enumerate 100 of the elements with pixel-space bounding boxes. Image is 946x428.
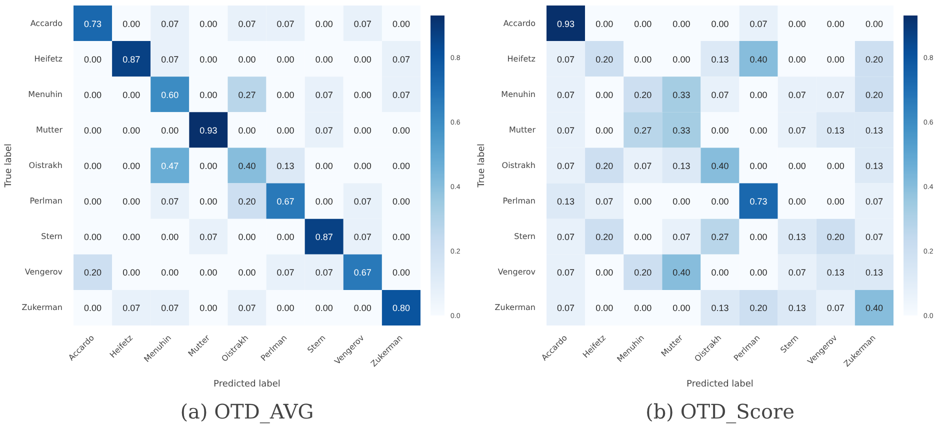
data-label: 0.07 [392, 54, 410, 64]
data-label: 0.20 [634, 90, 652, 100]
data-label: 0.07 [826, 90, 844, 100]
data-label: 0.07 [557, 161, 575, 171]
data-label: 0.00 [315, 54, 333, 64]
data-label: 0.00 [711, 268, 729, 278]
data-label: 0.00 [84, 303, 102, 314]
data-label: 0.00 [634, 196, 652, 207]
data-label: 0.00 [276, 232, 294, 242]
data-label: 0.07 [161, 303, 179, 314]
data-label: 0.00 [750, 232, 768, 242]
data-label: 0.00 [865, 18, 883, 29]
data-label: 0.00 [122, 268, 140, 278]
y-tick-label: Perlman [502, 196, 536, 206]
y-tick-label: Accardo [30, 18, 63, 28]
data-label: 0.20 [634, 268, 652, 278]
data-label: 0.20 [826, 232, 844, 242]
data-label: 0.27 [634, 125, 652, 136]
data-label: 0.07 [161, 18, 179, 29]
data-label: 0.07 [276, 18, 294, 29]
data-label: 0.00 [711, 196, 729, 207]
y-tick-label: Mutter [36, 125, 64, 134]
y-tick-label: Zukerman [494, 303, 536, 312]
data-label: 0.20 [596, 54, 614, 64]
data-label: 0.13 [788, 303, 806, 314]
data-label: 0.00 [84, 125, 102, 136]
data-label: 0.93 [557, 18, 575, 29]
data-label: 0.00 [634, 18, 652, 29]
data-label: 0.00 [672, 196, 690, 207]
data-label: 0.13 [788, 232, 806, 242]
data-label: 0.07 [596, 196, 614, 207]
data-label: 0.07 [634, 161, 652, 171]
data-label: 0.13 [865, 125, 883, 136]
data-label: 0.00 [122, 161, 140, 171]
y-tick-label: Perlman [30, 196, 63, 206]
text: (b) OTD_Score [646, 400, 794, 424]
data-label: 0.00 [238, 232, 256, 242]
data-label: 0.00 [315, 196, 333, 207]
data-label: 0.07 [392, 90, 410, 100]
data-label: 0.33 [672, 90, 690, 100]
data-label: 0.07 [354, 232, 372, 242]
data-label: 0.40 [865, 303, 883, 314]
data-label: 0.00 [84, 90, 102, 100]
y-tick-label: Oistrakh [28, 161, 62, 170]
data-label: 0.00 [161, 268, 179, 278]
data-label: 0.47 [161, 161, 179, 171]
data-label: 0.20 [750, 303, 768, 314]
data-label: 0.00 [596, 125, 614, 136]
data-label: 0.00 [826, 18, 844, 29]
data-label: 0.13 [672, 161, 690, 171]
data-label: 0.00 [596, 18, 614, 29]
data-label: 0.00 [84, 161, 102, 171]
data-label: 0.07 [315, 125, 333, 136]
data-label: 0.00 [276, 125, 294, 136]
data-label: 0.00 [392, 161, 410, 171]
data-label: 0.07 [315, 268, 333, 278]
data-label: 0.00 [354, 90, 372, 100]
data-label: 0.00 [200, 268, 218, 278]
data-label: 0.07 [865, 196, 883, 207]
data-label: 0.07 [672, 232, 690, 242]
data-label: 0.40 [711, 161, 729, 171]
data-label: 0.07 [161, 54, 179, 64]
data-label: 0.27 [711, 232, 729, 242]
y-tick-label: Stern [514, 232, 536, 242]
data-label: 0.13 [826, 125, 844, 136]
y-tick-label: Accardo [503, 18, 536, 28]
data-label: 0.20 [865, 54, 883, 64]
data-label: 0.20 [596, 161, 614, 171]
data-label: 0.00 [711, 18, 729, 29]
data-label: 0.07 [557, 125, 575, 136]
data-label: 0.00 [596, 303, 614, 314]
data-label: 0.07 [788, 268, 806, 278]
data-label: 0.00 [200, 54, 218, 64]
y-tick-label: Vengerov [498, 268, 536, 277]
data-label: 0.13 [276, 161, 294, 171]
data-label: 0.00 [750, 161, 768, 171]
data-label: 0.00 [276, 54, 294, 64]
data-label: 0.73 [84, 18, 102, 29]
data-label: 0.00 [122, 18, 140, 29]
data-label: 0.00 [826, 161, 844, 171]
data-label: 0.73 [750, 196, 768, 207]
data-label: 0.00 [392, 196, 410, 207]
data-label: 0.07 [238, 303, 256, 314]
data-label: 0.20 [238, 196, 256, 207]
data-label: 0.20 [84, 268, 102, 278]
data-label: 0.40 [238, 161, 256, 171]
data-label: 0.00 [634, 54, 652, 64]
data-label: 0.00 [392, 18, 410, 29]
data-label: 0.00 [122, 90, 140, 100]
data-label: 0.67 [354, 268, 372, 278]
data-label: 0.00 [315, 161, 333, 171]
data-label: 0.00 [122, 196, 140, 207]
data-label: 0.00 [354, 125, 372, 136]
data-label: 0.00 [84, 232, 102, 242]
data-label: 0.00 [200, 161, 218, 171]
data-label: 0.00 [826, 54, 844, 64]
data-label: 0.40 [750, 54, 768, 64]
data-label: 0.13 [865, 268, 883, 278]
data-label: 0.07 [122, 303, 140, 314]
data-label: 0.00 [84, 54, 102, 64]
